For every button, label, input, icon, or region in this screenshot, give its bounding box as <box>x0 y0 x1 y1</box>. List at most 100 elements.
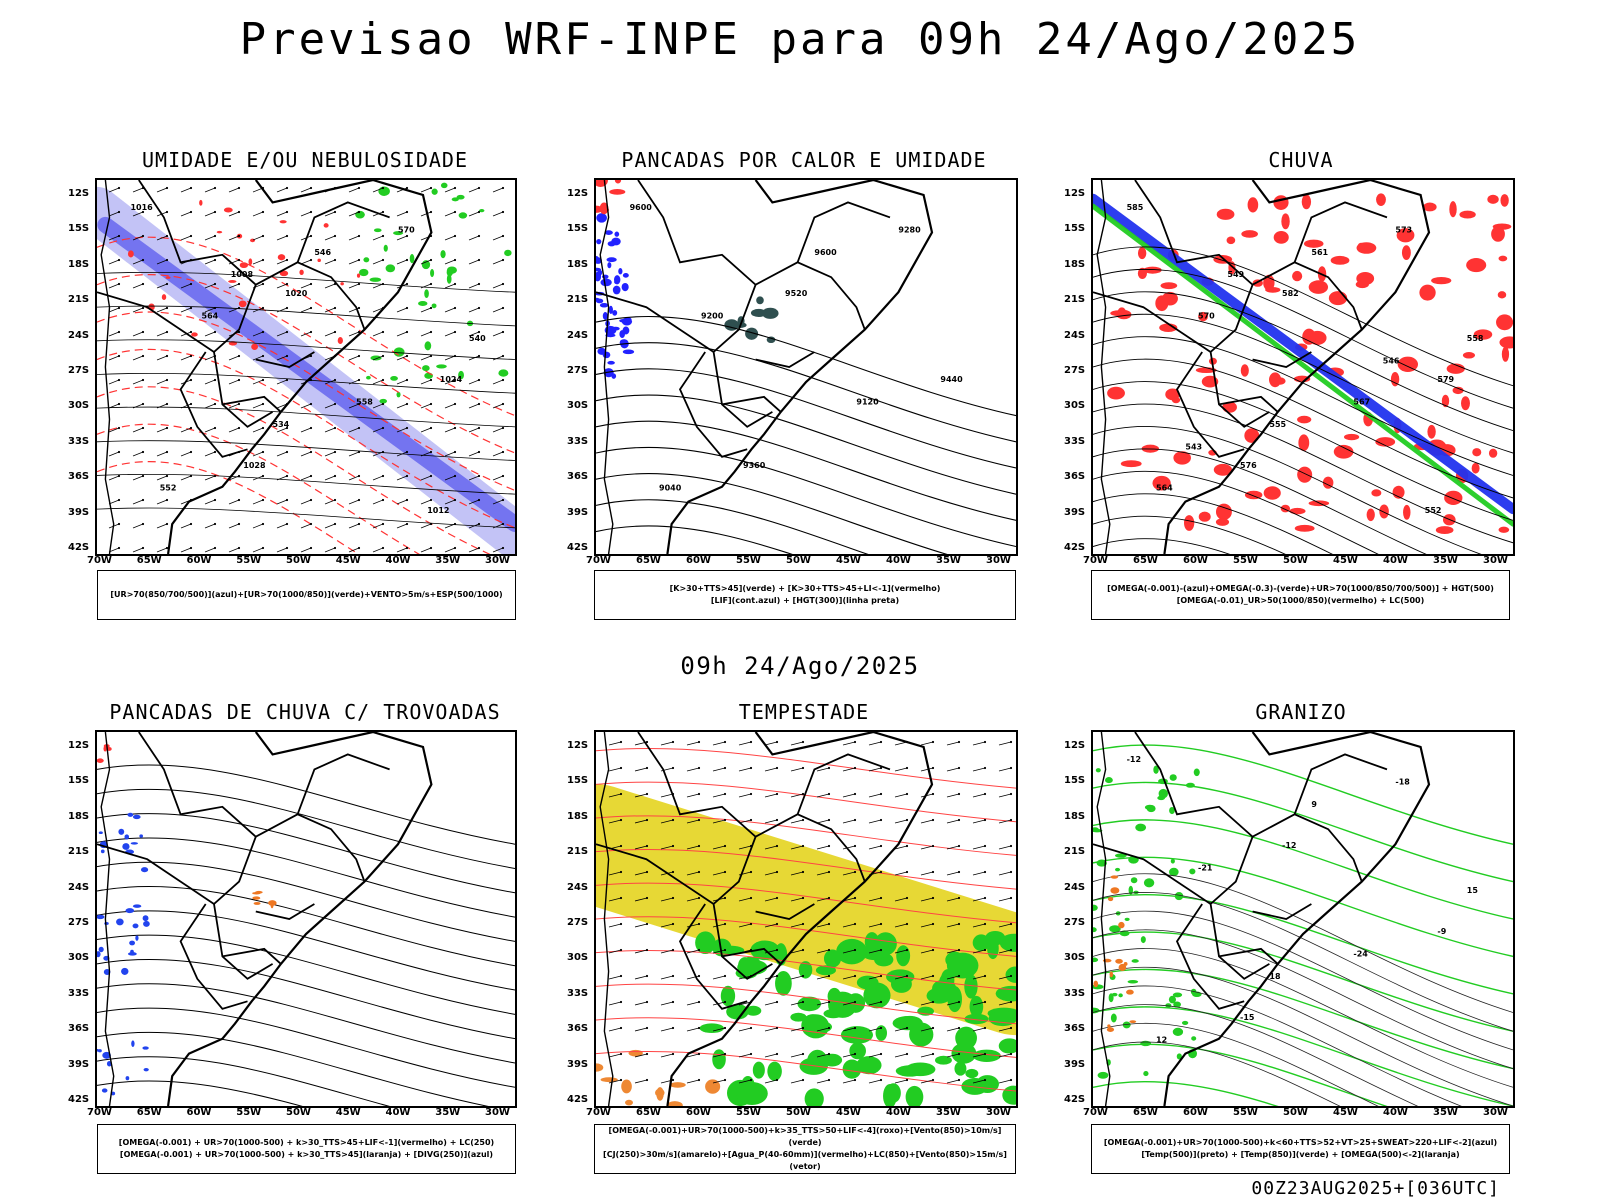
wind-vector <box>998 871 1012 876</box>
wind-vector-head <box>619 766 623 770</box>
longitude-tick-label: 65W <box>636 555 661 566</box>
wind-vector-head <box>827 844 831 848</box>
shaded-cell <box>934 1055 952 1065</box>
border-line <box>255 261 366 330</box>
border-line <box>721 947 782 965</box>
wind-vector-head <box>749 1078 753 1082</box>
wind-vector <box>920 741 934 746</box>
wind-vector <box>686 1027 700 1032</box>
shaded-cell <box>1444 490 1463 505</box>
longitude-tick-label: 30W <box>1483 1107 1508 1118</box>
wind-vector <box>348 451 360 457</box>
wind-vector-head <box>853 766 857 770</box>
wind-vector-head <box>333 426 337 430</box>
contour-line <box>97 372 515 394</box>
wind-vector-head <box>619 740 623 744</box>
shaded-cell <box>1168 995 1176 1004</box>
wind-vector-head <box>237 282 241 286</box>
shaded-cell <box>1093 904 1098 911</box>
wind-vector-head <box>213 522 217 526</box>
shaded-cell <box>393 347 405 357</box>
contour-line <box>596 848 1016 890</box>
wind-vector <box>492 499 504 505</box>
wind-vector <box>972 897 986 902</box>
shaded-cell <box>695 931 716 955</box>
wind-vector-head <box>453 522 457 526</box>
wind-vector-head <box>801 948 805 952</box>
wind-vector-head <box>501 378 505 382</box>
shaded-cell <box>1487 194 1499 204</box>
wind-vector-head <box>285 354 289 358</box>
wind-vector-head <box>357 210 361 214</box>
shaded-cell <box>383 244 388 252</box>
longitude-tick-label: 70W <box>1083 555 1108 566</box>
wind-vector-head <box>405 522 409 526</box>
contour-label: 1016 <box>130 203 153 212</box>
wind-vector-head <box>501 402 505 406</box>
wind-vector-head <box>237 306 241 310</box>
wind-vector-head <box>905 974 909 978</box>
shaded-cell <box>129 940 136 946</box>
contour-label: 12 <box>1156 1035 1167 1044</box>
shaded-cell <box>1131 959 1139 963</box>
wind-vector-head <box>261 258 265 262</box>
wind-vector <box>764 1027 778 1032</box>
rain-green-band <box>1093 203 1513 527</box>
wind-vector-head <box>501 330 505 334</box>
shaded-cell <box>964 1013 989 1025</box>
wind-vector <box>228 547 240 553</box>
wind-vector-head <box>801 844 805 848</box>
wind-vector <box>132 187 144 193</box>
wind-vector-head <box>141 258 145 262</box>
shaded-cell <box>1357 242 1365 251</box>
latitude-tick-label: 33S <box>68 435 90 447</box>
wind-vector <box>156 355 168 361</box>
latitude-tick-label: 18S <box>1064 258 1086 270</box>
wind-vector <box>300 427 312 433</box>
wind-vector-head <box>141 330 145 334</box>
wind-vector-head <box>1009 766 1013 770</box>
wind-vector-head <box>381 450 385 454</box>
wind-vector-head <box>645 1000 649 1004</box>
longitude-tick-label: 40W <box>385 555 411 566</box>
contour-label: 585 <box>1127 203 1144 212</box>
shaded-cell <box>337 337 343 344</box>
coastline <box>666 180 934 554</box>
shaded-cell <box>1488 448 1498 458</box>
wind-vector <box>348 259 360 265</box>
wind-vector-head <box>333 234 337 238</box>
wind-vector-head <box>213 306 217 310</box>
wind-vector-head <box>1009 1026 1013 1030</box>
shaded-cell <box>1109 971 1114 978</box>
latitude-tick-label: 12S <box>567 188 589 199</box>
wind-vector-head <box>775 974 779 978</box>
wind-vector <box>204 283 216 289</box>
wind-vector-head <box>749 870 753 874</box>
wind-vector-head <box>775 870 779 874</box>
wind-vector-head <box>357 306 361 310</box>
wind-vector <box>920 767 934 772</box>
wind-vector <box>712 767 726 772</box>
panel-title-pancadas-calor: PANCADAS POR CALOR E UMIDADE <box>621 148 987 172</box>
border-line <box>97 843 215 905</box>
wind-vector-head <box>905 1000 909 1004</box>
wind-vector-head <box>117 234 121 238</box>
longitude-tick-label: 70W <box>87 1107 112 1118</box>
shaded-cell <box>804 1088 824 1106</box>
wind-vector-head <box>309 282 313 286</box>
contour-label: 582 <box>1282 289 1299 298</box>
shaded-cell <box>597 347 607 355</box>
wind-vector <box>276 187 288 193</box>
wind-vector <box>764 767 778 772</box>
longitude-tick-label: 60W <box>686 555 711 566</box>
wind-vector-head <box>117 546 121 550</box>
wind-vector-head <box>309 186 313 190</box>
wind-vector-head <box>285 450 289 454</box>
contour-line <box>97 764 515 845</box>
contour-line <box>97 507 515 529</box>
wind-vector-head <box>697 948 701 952</box>
wind-vector-head <box>285 498 289 502</box>
wind-vector <box>634 1001 648 1006</box>
shaded-cell <box>1169 867 1179 877</box>
longitude-tick-label: 65W <box>136 555 162 566</box>
